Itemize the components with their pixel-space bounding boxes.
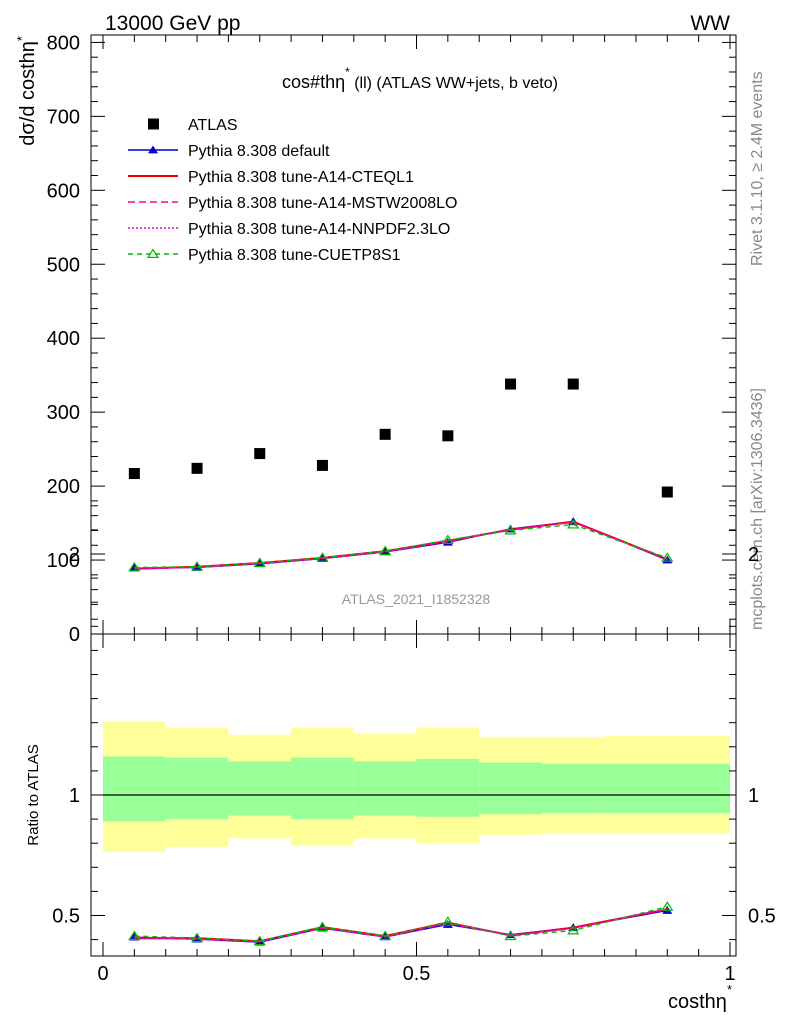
uncertainty-band-inner [291,757,354,820]
ratio-line-2 [134,908,668,942]
legend: ATLAS Pythia 8.308 default Pythia 8.308 tu… [128,117,457,264]
ratio-tick-label-right: 1 [748,785,759,807]
data-point [191,462,203,474]
ratio-y-label: Ratio to ATLAS [25,744,42,845]
chart-title: cos#thη* (ll) (ATLAS WW+jets, b veto) [282,65,558,92]
watermark: ATLAS_2021_I1852328 [342,591,491,607]
legend-label-0: Pythia 8.308 default [188,143,330,160]
legend-label-1: Pythia 8.308 tune-A14-CTEQL1 [188,169,414,186]
mc-marker-4 [379,545,392,556]
mc-line-1 [134,520,668,570]
mcplots-label: mcplots.cern.ch [arXiv:1306.3436] [749,388,766,630]
uncertainty-band-inner [479,762,542,815]
mc-marker-4 [128,561,141,572]
y-tick-label: 400 [47,328,80,350]
main-axis-ticks: 0 100 200 300 400 500 600 700 800 [47,32,736,646]
data-point [505,378,517,390]
mc-marker-4 [441,534,454,545]
x-axis-label: costhη* [668,982,732,1013]
ratio-panel: 0.5 0.5 1 1 2 2 0 0.5 1 Ratio to ATLAS costhη* [25,505,776,1013]
y-tick-label: 500 [47,254,80,276]
data-point [661,486,673,498]
y-tick-label: 300 [47,402,80,424]
ratio-marker-4 [253,935,266,946]
ratio-marker-4 [190,932,204,943]
x-tick-label: 1 [724,963,735,985]
uncertainty-band-inner [416,758,480,817]
ratio-marker-4 [316,921,329,932]
ratio-marker-4 [379,930,392,941]
mc-marker-4 [504,524,517,535]
main-data-layer [128,378,673,498]
ratio-line-3 [134,908,668,943]
mc-marker-4 [190,561,204,571]
ratio-tick-label: 1 [69,785,80,807]
ratio-tick-label-right: 0.5 [748,906,776,928]
ratio-marker-4 [441,916,454,926]
mc-line-2 [134,521,668,569]
legend-label-2: Pythia 8.308 tune-A14-MSTW2008LO [188,195,457,212]
y-tick-label: 800 [47,32,80,54]
mc-marker-4 [253,557,266,567]
x-tick-label: 0.5 [403,963,431,985]
mc-marker-4 [316,552,329,562]
ratio-tick-label: 0.5 [52,906,80,928]
legend-marker-4 [146,248,160,258]
uncertainty-band-inner [541,763,605,814]
legend-label-4: Pythia 8.308 tune-CUETP8S1 [188,247,401,264]
rivet-label: Rivet 3.1.10, ≥ 2.4M events [749,71,766,266]
ratio-series-layer [128,901,674,946]
y-axis-label: dσ/d costhη* [14,36,39,146]
ratio-marker-4 [661,901,674,911]
ratio-marker-4 [567,924,580,935]
data-point [567,378,579,390]
data-point [254,448,266,460]
legend-marker-data [148,118,159,130]
data-point [379,428,391,440]
data-point [128,468,140,480]
ratio-tick-label-right: 2 [748,544,759,566]
mc-marker-4 [661,552,674,562]
mc-line-4 [134,523,668,569]
ratio-axis-ticks: 0.5 0.5 1 1 2 2 0 0.5 1 [52,505,776,985]
legend-label-3: Pythia 8.308 tune-A14-NNPDF2.3LO [188,221,450,238]
data-point [316,459,328,471]
ratio-marker-4 [128,930,141,941]
main-panel: 0 100 200 300 400 500 600 700 800 cos#thη* (ll) … [14,32,737,646]
y-tick-label: 600 [47,180,80,202]
ratio-marker-0 [442,919,453,928]
ratio-line-1 [134,908,668,943]
y-tick-label: 0 [69,624,80,646]
mc-line-3 [134,521,668,570]
uncertainty-band-inner [228,761,292,816]
uncertainty-band-inner [604,763,730,814]
process-label: WW [690,12,730,35]
collision-label: 13000 GeV pp [105,12,240,35]
ratio-lines [128,901,674,946]
y-tick-label: 700 [47,106,80,128]
y-tick-label: 200 [47,476,80,498]
ratio-tick-label: 2 [69,544,80,566]
x-tick-label: 0 [97,963,108,985]
legend-label-data: ATLAS [188,117,238,134]
uncertainty-band-inner [165,757,229,820]
uncertainty-band-inner [353,761,417,816]
y-tick-label: 100 [47,550,80,572]
ratio-marker-4 [504,930,517,941]
legend-marker-0 [148,145,158,154]
ratio-line-4 [134,906,668,942]
mc-marker-4 [567,518,580,529]
uncertainty-band-inner [103,756,166,822]
ratio-bands [103,721,730,852]
data-point [442,430,454,442]
main-series-layer [128,517,674,572]
